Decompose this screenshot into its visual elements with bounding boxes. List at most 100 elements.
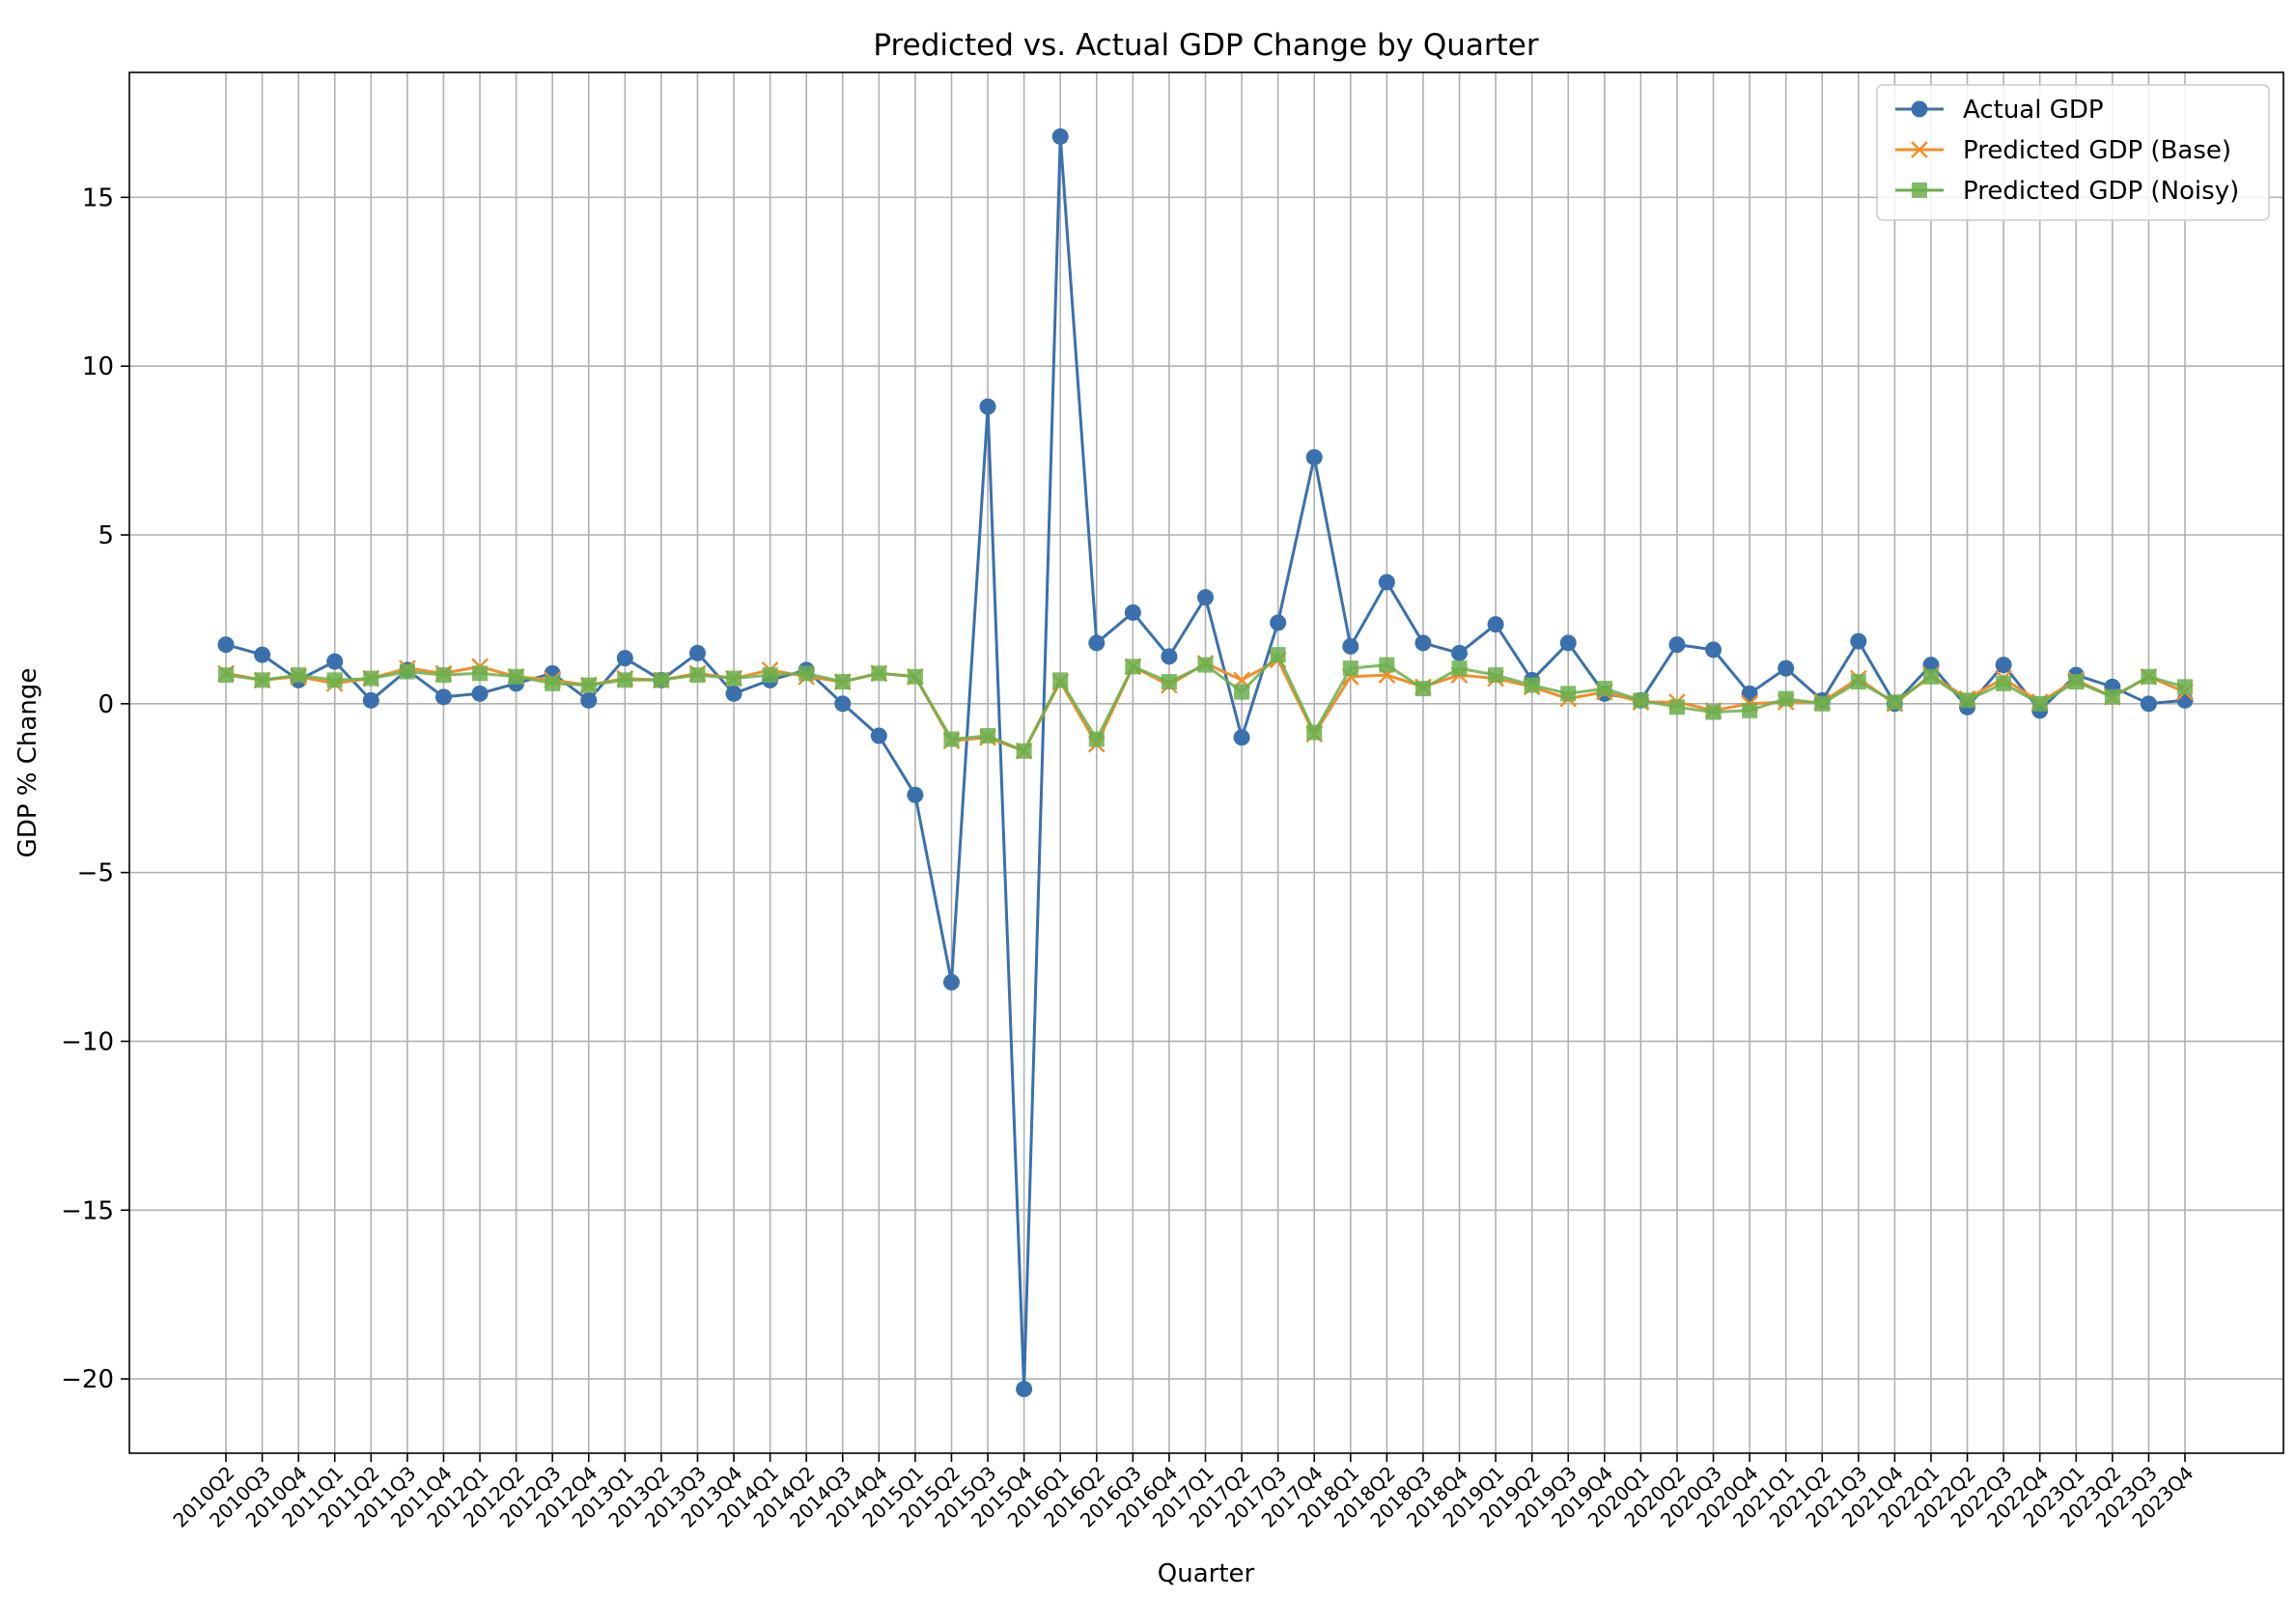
data-point	[726, 670, 742, 687]
data-point	[218, 667, 234, 684]
data-point	[1233, 729, 1250, 746]
data-point	[1088, 731, 1105, 747]
y-tick-label: −10	[61, 1027, 114, 1056]
data-point	[1524, 677, 1540, 693]
data-point	[1705, 641, 1722, 659]
data-point	[1270, 647, 1286, 663]
data-point	[326, 672, 343, 688]
data-point	[1705, 704, 1722, 720]
data-point	[508, 668, 524, 685]
data-point	[1778, 659, 1795, 677]
data-point	[1850, 674, 1866, 690]
data-point	[472, 665, 489, 682]
data-point	[435, 667, 452, 684]
y-tick-label: 10	[82, 352, 114, 381]
chart-title: Predicted vs. Actual GDP Change by Quart…	[873, 28, 1538, 63]
data-point	[1741, 685, 1758, 702]
series-2	[218, 647, 2193, 759]
data-point	[1814, 695, 1831, 712]
data-point	[979, 398, 996, 415]
y-tick-label: −5	[77, 859, 114, 888]
data-point	[1306, 724, 1323, 741]
data-point	[2176, 691, 2194, 709]
data-point	[725, 685, 742, 702]
data-point	[2104, 688, 2120, 705]
data-point	[291, 667, 307, 684]
data-point	[980, 728, 996, 744]
data-point	[1379, 657, 1395, 673]
y-tick-label: 15	[82, 183, 114, 212]
data-point	[1052, 672, 1069, 688]
series-lines	[217, 127, 2194, 1398]
data-point	[580, 691, 598, 709]
data-point	[1995, 657, 2012, 674]
data-point	[907, 786, 924, 803]
data-point	[254, 646, 271, 663]
data-point	[1922, 668, 1939, 685]
data-point	[762, 667, 778, 684]
data-point	[1016, 1381, 1033, 1398]
legend-label-actual: Actual GDP	[1963, 96, 2104, 125]
data-point	[1850, 632, 1867, 650]
data-point	[689, 667, 706, 684]
data-point	[1270, 614, 1287, 631]
data-point	[1596, 681, 1612, 697]
data-point	[1451, 660, 1468, 677]
data-point	[617, 672, 633, 688]
data-point	[399, 663, 415, 680]
data-point	[326, 653, 344, 670]
data-point	[254, 672, 270, 688]
y-tick-label: 5	[98, 521, 114, 550]
data-point	[1887, 694, 1903, 711]
grid-lines	[129, 72, 2283, 1453]
data-point	[471, 685, 489, 702]
data-point	[217, 636, 235, 654]
data-point	[616, 650, 633, 667]
y-axis-ticks: −20 −15 −10 −5 0 5 10 15	[61, 183, 129, 1394]
data-point	[545, 675, 561, 691]
data-point	[363, 670, 379, 687]
data-point	[870, 727, 887, 744]
data-point	[2031, 695, 2048, 712]
data-point	[1668, 636, 1686, 654]
x-axis-label: Quarter	[1158, 1559, 1255, 1588]
legend-label-base: Predicted GDP (Base)	[1963, 136, 2231, 165]
legend-box	[1876, 84, 2270, 221]
data-point	[1342, 660, 1358, 677]
data-point	[1016, 743, 1032, 759]
y-tick-label: −15	[61, 1196, 114, 1225]
data-point	[943, 731, 960, 747]
data-point	[1451, 644, 1469, 661]
data-point	[1488, 667, 1504, 684]
data-point	[362, 691, 379, 709]
data-point	[942, 973, 960, 991]
data-point	[1161, 648, 1178, 665]
data-point	[798, 665, 815, 682]
legend-entry-base: Predicted GDP (Base)	[1895, 136, 2231, 165]
data-point	[907, 668, 923, 685]
data-point	[688, 644, 706, 661]
data-point	[1742, 702, 1758, 718]
data-point	[2141, 668, 2157, 685]
data-point	[1305, 449, 1323, 466]
data-point	[1778, 690, 1794, 707]
data-point	[1487, 616, 1504, 633]
data-point	[2140, 695, 2157, 713]
data-point	[1414, 681, 1431, 697]
data-point	[580, 677, 597, 693]
data-point	[1051, 127, 1069, 145]
data-point	[1559, 634, 1577, 652]
data-point	[1996, 675, 2012, 691]
legend-entry-actual: Actual GDP	[1895, 96, 2104, 125]
data-point	[1959, 692, 1975, 709]
plot-area-frame	[128, 71, 2284, 1454]
data-point	[1125, 659, 1141, 675]
legend-label-noisy: Predicted GDP (Noisy)	[1963, 177, 2239, 206]
legend-entry-noisy: Predicted GDP (Noisy)	[1895, 177, 2239, 206]
data-point	[1633, 692, 1649, 709]
data-point	[1197, 589, 1214, 606]
data-point	[2068, 674, 2085, 690]
data-point	[2177, 679, 2193, 695]
y-tick-label: 0	[98, 690, 114, 719]
